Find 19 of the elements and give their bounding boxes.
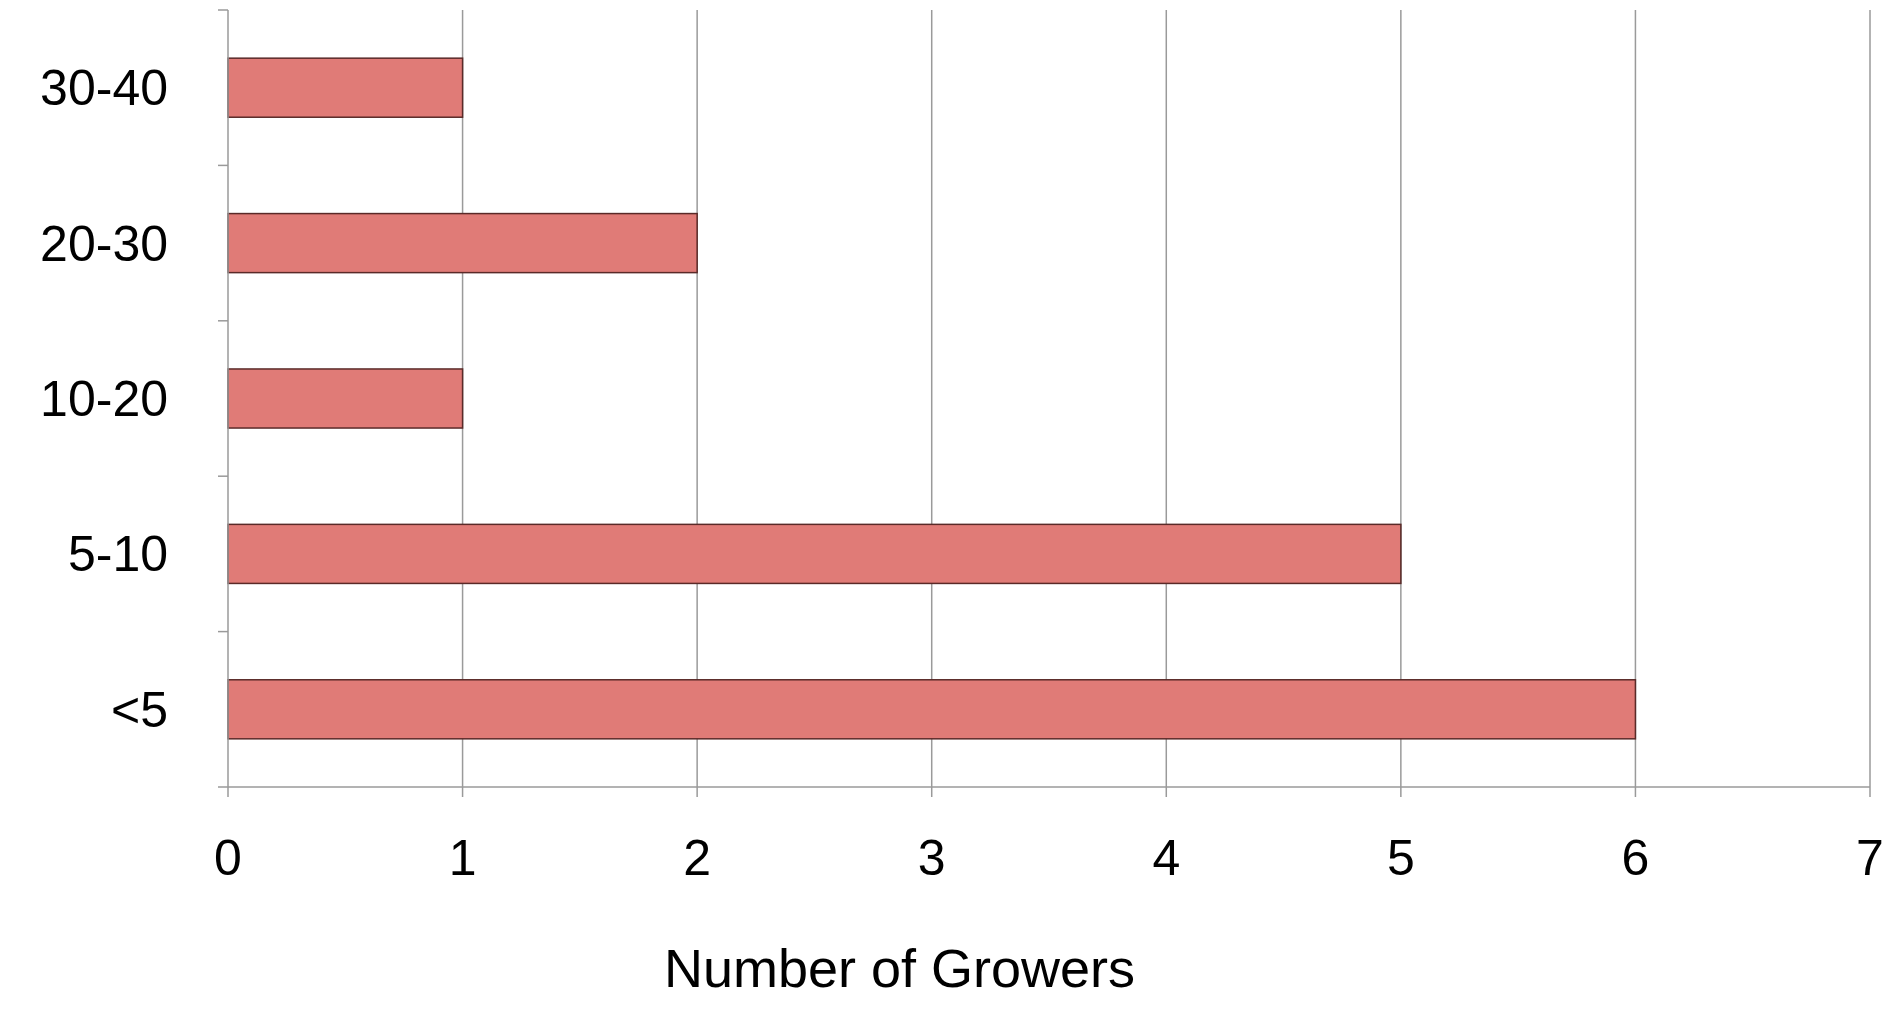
x-tick-label: 5 — [1386, 830, 1415, 886]
x-tick-label: 6 — [1621, 830, 1650, 886]
x-tick-label: 1 — [448, 830, 477, 886]
y-tick-label: 30-40 — [40, 60, 168, 117]
bar — [227, 368, 464, 429]
x-tick-label: 0 — [214, 830, 242, 886]
x-tick-label: 4 — [1152, 830, 1181, 886]
bar — [227, 523, 1402, 585]
bar — [227, 57, 464, 118]
y-tick-label: 20-30 — [40, 215, 168, 272]
bar — [227, 679, 1637, 740]
y-tick-label: 5-10 — [67, 526, 168, 583]
bar — [227, 212, 698, 274]
y-tick-label: <5 — [110, 681, 168, 738]
x-tick-label: 2 — [683, 830, 712, 886]
x-axis-title: Number of Growers — [663, 938, 1136, 998]
y-tick-label: 10-20 — [40, 371, 168, 427]
x-tick-label: 7 — [1856, 830, 1884, 886]
x-tick-label: 3 — [917, 830, 946, 886]
